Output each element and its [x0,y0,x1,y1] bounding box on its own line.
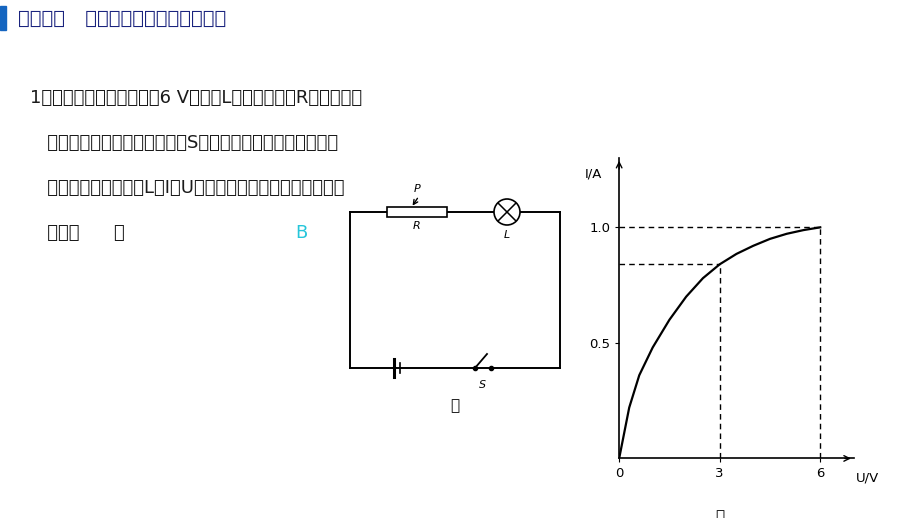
Bar [387,207,447,217]
Text: R: R [413,221,420,231]
Bar [0,6,6,30]
Text: 甲: 甲 [450,398,460,413]
Text: P: P [414,184,420,194]
Text: 专题训练   有关极值、取值范围的计算: 专题训练 有关极值、取值范围的计算 [18,8,226,27]
Text: 滑到最左端时，灯泡L的I－U图象如图乙所示，以下说法正确: 滑到最左端时，灯泡L的I－U图象如图乙所示，以下说法正确 [30,179,344,197]
Text: I/A: I/A [584,167,602,180]
Text: B: B [295,224,307,242]
Text: 的是（      ）: 的是（ ） [30,224,125,242]
Text: 乙: 乙 [714,509,723,518]
Text: 1．如图所示，额定电压为6 V的灯泡L与滑动变阻器R串联接入电: 1．如图所示，额定电压为6 V的灯泡L与滑动变阻器R串联接入电 [30,89,362,107]
Circle shape [494,199,519,225]
Text: 路，电源电压一定，闭合开关S，滑动变阻器的滑片从最右端: 路，电源电压一定，闭合开关S，滑动变阻器的滑片从最右端 [30,134,338,152]
Text: L: L [504,230,509,240]
Text: S: S [479,380,486,390]
Text: U/V: U/V [855,471,878,484]
